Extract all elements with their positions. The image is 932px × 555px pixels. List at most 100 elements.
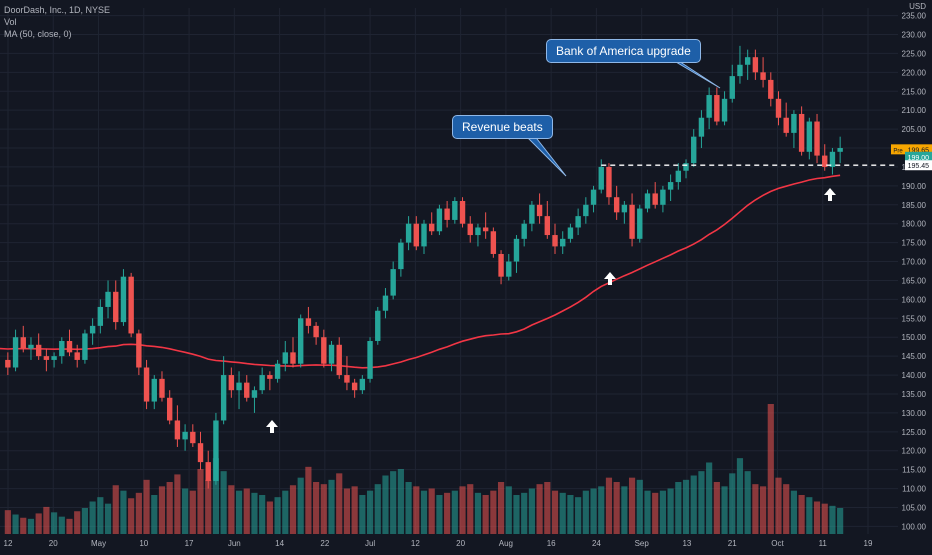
level-price-background bbox=[905, 160, 932, 171]
volume-bar bbox=[521, 492, 528, 534]
candle bbox=[590, 185, 597, 213]
price-tick-label: 110.00 bbox=[902, 485, 926, 494]
candle-body bbox=[806, 121, 813, 152]
candle bbox=[744, 49, 751, 80]
up-arrow-icon bbox=[604, 272, 616, 285]
price-tick-label: 220.00 bbox=[902, 68, 927, 77]
candle-body bbox=[452, 200, 458, 220]
volume-bar bbox=[613, 482, 620, 534]
volume-bar bbox=[313, 482, 320, 534]
candle-body bbox=[43, 356, 50, 360]
candle bbox=[583, 197, 589, 224]
candle bbox=[344, 356, 350, 391]
candle bbox=[328, 341, 335, 372]
volume-bar bbox=[251, 492, 258, 534]
volume-bar bbox=[783, 484, 790, 534]
volume-indicator-label[interactable]: Vol bbox=[4, 17, 17, 27]
volume-bar bbox=[205, 479, 212, 534]
volume-bar bbox=[505, 486, 512, 534]
volume-bar bbox=[259, 495, 266, 534]
time-axis-background bbox=[0, 536, 932, 550]
symbol-title: DoorDash, Inc., 1D, NYSE bbox=[4, 5, 111, 15]
volume-bar bbox=[775, 477, 782, 534]
candle-body bbox=[159, 378, 165, 398]
boa-upgrade-callout: Bank of America upgrade bbox=[546, 39, 701, 63]
candle bbox=[490, 227, 497, 258]
candle bbox=[220, 356, 227, 425]
candle-body bbox=[760, 72, 766, 80]
volume-bar bbox=[235, 490, 243, 534]
candle-body bbox=[590, 189, 597, 205]
price-tick-label: 145.00 bbox=[902, 352, 927, 361]
volume-bar bbox=[220, 471, 227, 534]
candle-body bbox=[336, 344, 342, 376]
candle bbox=[613, 185, 620, 220]
candle-body bbox=[506, 261, 512, 277]
volume-bar bbox=[698, 471, 705, 534]
candle bbox=[305, 306, 312, 334]
last-price-label: 199.00 bbox=[908, 155, 930, 162]
volume-bar bbox=[343, 488, 351, 534]
candle-body bbox=[814, 121, 820, 156]
candle bbox=[105, 280, 111, 319]
volume-bar bbox=[51, 512, 58, 534]
candle-body bbox=[413, 223, 419, 247]
volume-bar bbox=[551, 490, 559, 534]
candle bbox=[413, 216, 419, 251]
candle bbox=[837, 136, 843, 164]
volume-bar bbox=[158, 486, 166, 534]
time-tick-label: 19 bbox=[864, 539, 873, 548]
candles bbox=[5, 45, 843, 489]
candle-body bbox=[706, 95, 712, 118]
volume-bar bbox=[120, 490, 127, 534]
candle-body bbox=[629, 204, 635, 239]
pre-price-background bbox=[905, 144, 932, 155]
candle-body bbox=[613, 197, 620, 213]
candle bbox=[405, 216, 412, 251]
candle-body bbox=[560, 238, 566, 247]
candle bbox=[698, 110, 705, 149]
volume-bar bbox=[690, 475, 697, 534]
volume-bar bbox=[228, 485, 235, 534]
volume-bar bbox=[97, 497, 104, 534]
candle-body bbox=[12, 337, 19, 368]
volume-bar bbox=[174, 474, 181, 534]
volume-bar bbox=[297, 477, 304, 534]
candle bbox=[660, 185, 666, 213]
moving-average-label[interactable]: MA (50, close, 0) bbox=[4, 29, 72, 39]
candle bbox=[113, 280, 119, 330]
candle-body bbox=[490, 231, 497, 254]
price-tick-label: 140.00 bbox=[902, 371, 927, 380]
volume-bar bbox=[644, 490, 651, 534]
candle bbox=[552, 223, 558, 254]
candle bbox=[282, 341, 288, 372]
candle-body bbox=[552, 235, 558, 247]
volume-bar bbox=[104, 503, 112, 534]
candle bbox=[452, 197, 458, 224]
time-tick-label: 22 bbox=[320, 539, 329, 548]
volume-bar bbox=[27, 518, 35, 534]
candle bbox=[683, 159, 689, 179]
price-tick-label: 185.00 bbox=[902, 201, 927, 210]
volume-bar bbox=[736, 458, 744, 534]
candle bbox=[691, 129, 697, 167]
candle bbox=[544, 200, 550, 239]
volume-bar bbox=[590, 488, 597, 534]
candle bbox=[166, 390, 173, 425]
price-tick-label: 135.00 bbox=[902, 390, 927, 399]
candle-body bbox=[89, 325, 96, 334]
time-axis: 12 20 May 10 17 Jun 14 22 Jul 12 20 Aug 16 24 Sep 13 21 O… bbox=[0, 536, 932, 550]
candle bbox=[236, 371, 242, 410]
candle bbox=[429, 212, 435, 236]
candle bbox=[213, 412, 219, 485]
candle-body bbox=[328, 344, 335, 364]
candle bbox=[182, 424, 188, 451]
candle bbox=[775, 91, 782, 126]
grid-lines bbox=[0, 8, 898, 534]
volume-bar bbox=[605, 477, 613, 534]
volume-bar bbox=[536, 484, 543, 534]
candle-body bbox=[359, 378, 366, 391]
